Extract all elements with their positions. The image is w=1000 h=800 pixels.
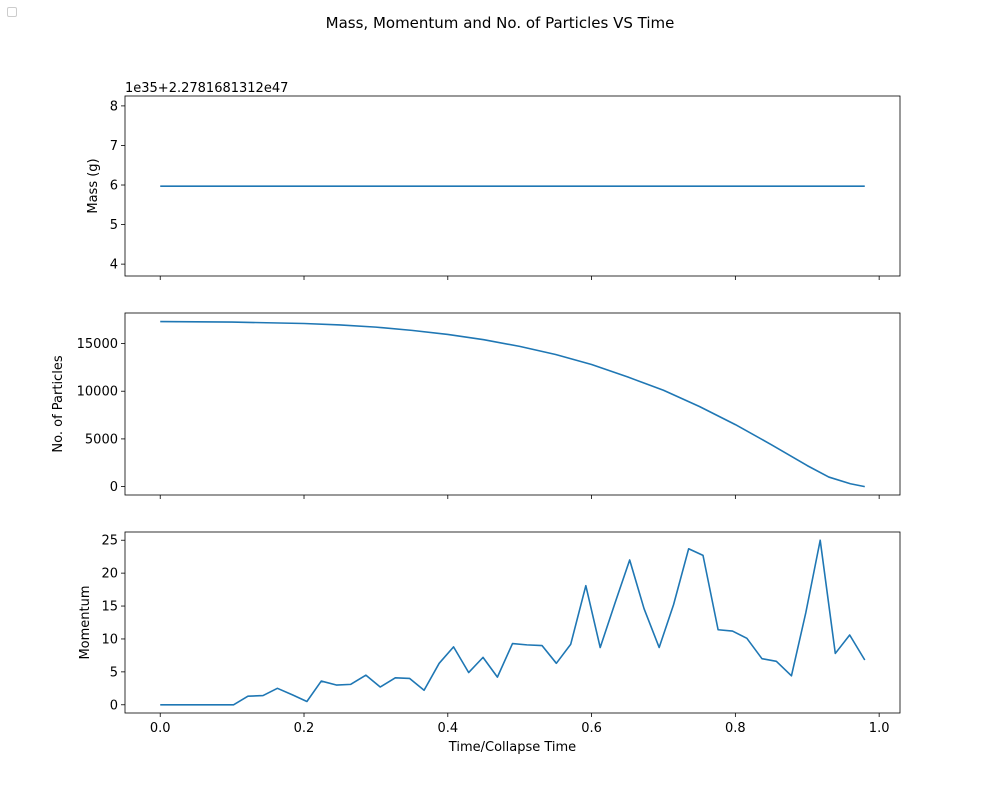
series-line [160,539,866,706]
x-tick-label: 0.2 [294,721,315,736]
x-tick-label: 1.0 [869,721,890,736]
x-axis-label: Time/Collapse Time [448,740,576,755]
x-tick-label: 0.8 [725,721,746,736]
y-tick-label: 5 [110,218,118,233]
legend-box [7,7,17,17]
axes-root: 4 5 6 7 8 Mass (g) 1e35+2.2781681312e47 0 5000 10… [51,81,901,755]
figure-title: Mass, Momentum and No. of Particles VS T… [326,14,675,32]
x-tick-label: 0.4 [437,721,458,736]
y-tick-label: 0 [110,698,118,713]
y-tick-label: 25 [101,534,118,549]
x-tick-label: 0.6 [581,721,602,736]
axes-panel-3: 0.0 0.2 0.4 0.6 0.8 1.0 0 5 10 15 20 25 Momentum Time… [78,531,901,755]
x-tick-label: 0.0 [150,721,171,736]
y-offset-label: 1e35+2.2781681312e47 [125,81,288,96]
axes-panel-2: 0 5000 10000 15000 No. of Particles [51,312,901,499]
y-tick-label: 5000 [85,432,118,447]
axes-frame [124,312,901,496]
y-tick-label: 6 [110,179,118,194]
y-tick-label: 15000 [77,337,118,352]
series-line [160,320,865,488]
y-tick-label: 7 [110,139,118,154]
y-axis-label: Mass (g) [86,158,101,213]
y-tick-label: 4 [110,258,118,273]
y-tick-label: 5 [110,665,118,680]
y-tick-label: 20 [101,567,118,582]
y-tick-label: 8 [110,99,118,114]
y-tick-label: 0 [110,480,118,495]
y-tick-label: 10 [101,632,118,647]
axes-frame [124,95,901,277]
y-tick-label: 15 [101,600,118,615]
y-axis-label: Momentum [78,585,93,659]
y-axis-label: No. of Particles [51,355,66,452]
y-tick-label: 10000 [77,385,118,400]
axes-panel-1: 4 5 6 7 8 Mass (g) 1e35+2.2781681312e47 [86,81,901,280]
axes-frame [124,531,901,714]
